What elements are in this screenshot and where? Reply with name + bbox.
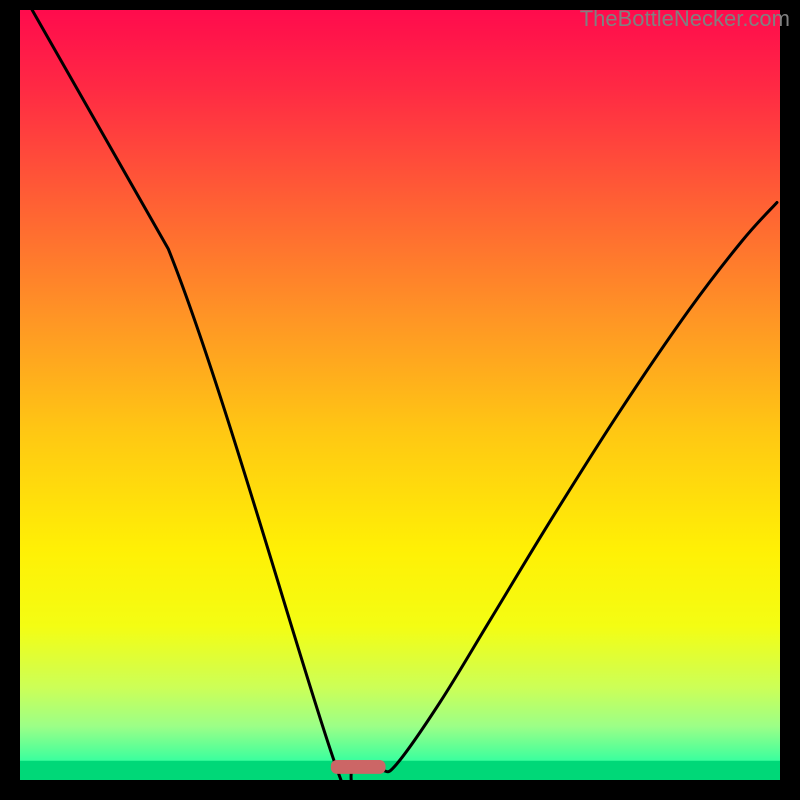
chart-svg xyxy=(20,10,780,780)
gradient-background xyxy=(20,10,780,780)
watermark-text: TheBottleNecker.com xyxy=(580,6,790,32)
baseline-green-band xyxy=(20,761,780,780)
optimal-point-marker xyxy=(331,760,386,774)
chart-plot-area xyxy=(20,10,780,780)
